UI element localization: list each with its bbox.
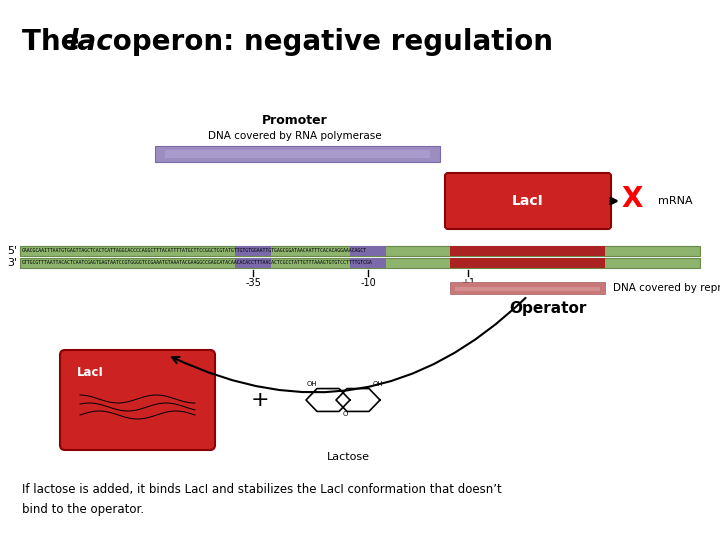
Text: -35: -35	[245, 278, 261, 288]
Bar	[165, 150, 430, 158]
Bar	[450, 282, 605, 294]
Text: O: O	[342, 411, 348, 417]
Text: CAACGCAAITTAATGTGAGTTAGCTCACTCATTAGGCACCCCAGGCTTTACATTTTATGCTTCCGGCTCGTATGTTGTGT: CAACGCAAITTAATGTGAGTTAGCTCACTCATTAGGCACC…	[22, 248, 367, 253]
Text: LacI: LacI	[77, 367, 104, 380]
Text: OH: OH	[307, 381, 318, 387]
Text: DNA covered by repressor: DNA covered by repressor	[613, 283, 720, 293]
Text: +: +	[251, 390, 269, 410]
Text: Promoter: Promoter	[262, 113, 328, 126]
Text: 3': 3'	[7, 258, 17, 268]
Text: If lactose is added, it binds LacI and stabilizes the LacI conformation that doe: If lactose is added, it binds LacI and s…	[22, 483, 502, 496]
Bar	[350, 258, 386, 268]
Text: X: X	[621, 185, 643, 213]
Bar	[155, 146, 440, 162]
Text: Lactose: Lactose	[326, 452, 369, 462]
Bar	[450, 246, 605, 256]
Bar	[20, 258, 700, 268]
Text: bind to the operator.: bind to the operator.	[22, 503, 144, 516]
Text: The: The	[22, 28, 89, 56]
FancyArrowPatch shape	[172, 298, 526, 393]
Text: 5': 5'	[7, 246, 17, 256]
Text: -10: -10	[360, 278, 376, 288]
Text: DNA covered by RNA polymerase: DNA covered by RNA polymerase	[208, 131, 382, 141]
Text: OH: OH	[373, 381, 383, 387]
Text: GTTGCGTTTAATTACACTCAATCGAGTGAGTAATCCGTGGGGTCCGAAATGTAAATACGAAGGCCGAGCATACAACACAC: GTTGCGTTTAATTACACTCAATCGAGTGAGTAATCCGTGG…	[22, 260, 373, 266]
FancyBboxPatch shape	[445, 173, 611, 229]
Text: +1: +1	[461, 278, 475, 288]
Bar	[235, 258, 271, 268]
Text: mRNA: mRNA	[658, 196, 693, 206]
Bar	[235, 246, 271, 256]
Bar	[20, 246, 700, 256]
FancyBboxPatch shape	[60, 350, 215, 450]
Text: lac: lac	[68, 28, 113, 56]
Bar	[350, 246, 386, 256]
Bar	[450, 258, 605, 268]
Text: LacI: LacI	[512, 194, 544, 208]
Text: Operator: Operator	[509, 300, 586, 315]
Text: operon: negative regulation: operon: negative regulation	[103, 28, 553, 56]
Bar	[455, 287, 600, 291]
